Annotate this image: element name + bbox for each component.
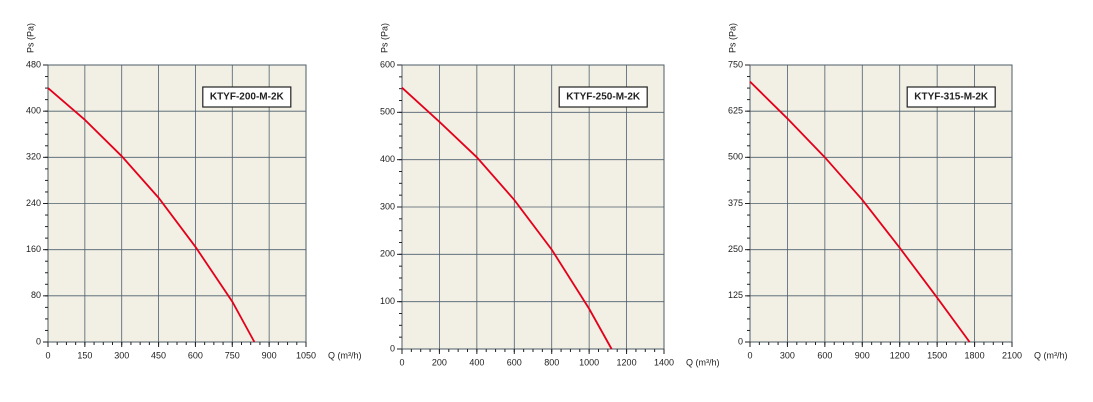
y-axis-label: Ps (Pa) <box>25 23 35 53</box>
y-tick-label: 375 <box>728 198 743 208</box>
x-tick-label: 900 <box>855 350 870 360</box>
annotation: KTYF-200-M-2K <box>210 92 285 103</box>
y-tick-label: 600 <box>380 59 395 69</box>
x-tick-label: 800 <box>544 357 559 367</box>
y-tick-label: 100 <box>380 296 395 306</box>
x-tick-label: 0 <box>45 350 50 360</box>
x-tick-label: 1500 <box>927 350 947 360</box>
y-tick-label: 0 <box>738 336 743 346</box>
curve <box>47 87 256 343</box>
x-tick-label: 600 <box>817 350 832 360</box>
x-axis-label: Q (m³/h) <box>1034 350 1068 360</box>
x-tick-label: 0 <box>747 350 752 360</box>
x-tick-label: 900 <box>262 350 277 360</box>
y-tick-label: 200 <box>380 249 395 259</box>
x-tick-label: 750 <box>225 350 240 360</box>
x-tick-label: 600 <box>507 357 522 367</box>
y-tick-label: 80 <box>31 290 41 300</box>
x-tick-label: 0 <box>399 357 404 367</box>
y-tick-label: 400 <box>26 106 41 116</box>
curve <box>401 87 613 350</box>
y-tick-label: 500 <box>380 107 395 117</box>
x-tick-label: 600 <box>188 350 203 360</box>
y-tick-label: 500 <box>728 152 743 162</box>
y-axis-label: Ps (Pa) <box>727 23 737 53</box>
y-tick-label: 750 <box>728 59 743 69</box>
annotation-box <box>202 86 292 108</box>
y-tick-label: 240 <box>26 198 41 208</box>
x-axis-label: Q (m³/h) <box>328 350 362 360</box>
curve <box>749 80 971 343</box>
x-tick-label: 1200 <box>890 350 910 360</box>
y-tick-label: 480 <box>26 59 41 69</box>
x-tick-label: 200 <box>432 357 447 367</box>
x-tick-label: 450 <box>151 350 166 360</box>
x-axis-label: Q (m³/h) <box>686 357 720 367</box>
x-tick-label: 1000 <box>579 357 599 367</box>
y-tick-label: 400 <box>380 154 395 164</box>
x-tick-label: 1050 <box>296 350 316 360</box>
y-tick-label: 125 <box>728 290 743 300</box>
x-tick-label: 1200 <box>617 357 637 367</box>
y-tick-label: 300 <box>380 201 395 211</box>
x-tick-label: 1800 <box>965 350 985 360</box>
y-tick-label: 0 <box>36 336 41 346</box>
y-tick-label: 625 <box>728 106 743 116</box>
x-tick-label: 2100 <box>1002 350 1022 360</box>
annotation-box <box>558 86 648 108</box>
x-tick-label: 400 <box>469 357 484 367</box>
y-tick-label: 0 <box>390 343 395 353</box>
y-axis-label: Ps (Pa) <box>379 23 389 53</box>
annotation: KTYF-250-M-2K <box>566 92 641 103</box>
x-tick-label: 1400 <box>654 357 674 367</box>
x-tick-label: 150 <box>77 350 92 360</box>
x-tick-label: 300 <box>114 350 129 360</box>
y-tick-label: 320 <box>26 152 41 162</box>
y-tick-label: 160 <box>26 244 41 254</box>
y-tick-label: 250 <box>728 244 743 254</box>
x-tick-label: 300 <box>780 350 795 360</box>
annotation: KTYF-315-M-2K <box>914 92 989 103</box>
annotation-box <box>906 86 996 108</box>
